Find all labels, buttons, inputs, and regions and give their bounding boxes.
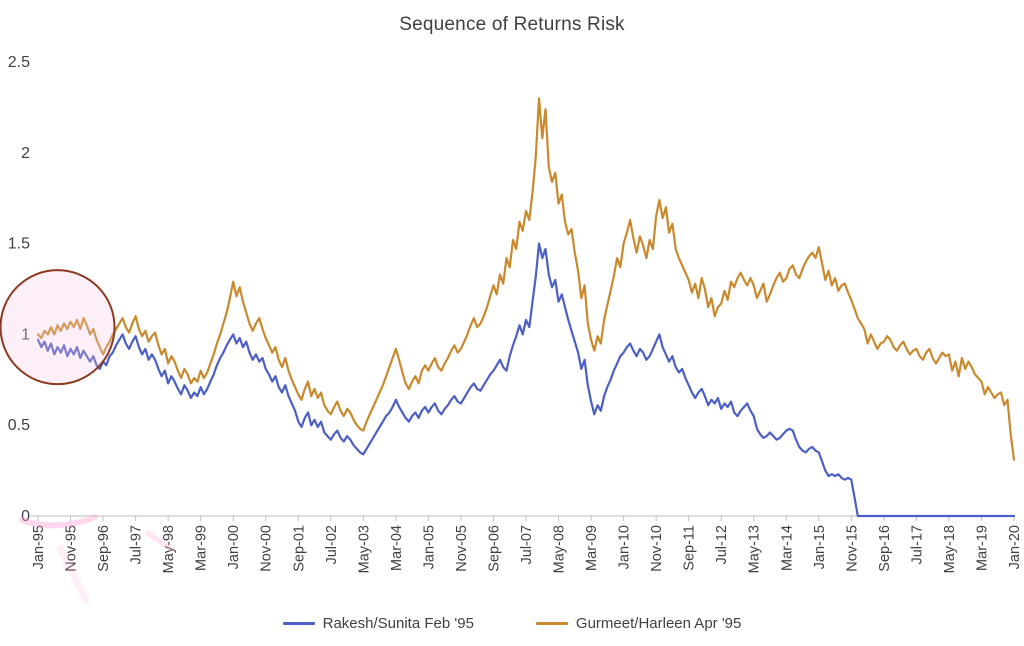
legend-label-gurmeet-harleen: Gurmeet/Harleen Apr '95 — [575, 615, 742, 632]
series-line-0 — [36, 242, 1016, 518]
highlight-circle-annotation — [0, 269, 116, 386]
pink-scribble-0 — [19, 514, 98, 529]
x-axis-label: Jul-17 — [909, 525, 925, 565]
x-axis-label: Jul-07 — [519, 525, 535, 565]
x-axis-label: Sep-96 — [96, 525, 112, 572]
x-axis-label: May-03 — [356, 525, 372, 573]
x-axis-label: Jan-20 — [1007, 525, 1023, 569]
x-axis-label: Nov-15 — [844, 525, 860, 572]
x-axis-label: Sep-01 — [291, 525, 307, 572]
x-axis-label: Mar-19 — [974, 525, 990, 571]
x-axis-label: Jul-02 — [324, 525, 340, 565]
x-axis-label: Jul-97 — [129, 525, 145, 565]
x-axis-label: Jul-12 — [714, 525, 730, 565]
blue-line-swatch-icon — [282, 622, 315, 625]
legend: Rakesh/Sunita Feb '95 Gurmeet/Harleen Ap… — [0, 615, 1024, 632]
y-axis-label: 0.5 — [8, 417, 30, 434]
x-axis-label: Jan-15 — [812, 525, 828, 569]
y-axis-label: 0 — [21, 508, 30, 525]
pink-scribble-1 — [145, 530, 174, 552]
chart-svg: Jan-95 Nov-95 Sep-96 Jul-97 May-98 Mar-99 Jan-… — [0, 54, 1023, 604]
gold-line-swatch-icon — [535, 622, 568, 625]
y-axis-label: 2 — [21, 145, 30, 162]
x-axis-label: Mar-14 — [779, 525, 795, 571]
x-axis-label: Mar-99 — [194, 525, 210, 571]
pink-scribble-2 — [56, 544, 90, 604]
x-axis-label: May-18 — [942, 525, 958, 573]
x-axis-label: Jan-10 — [617, 525, 633, 569]
x-axis-label: May-13 — [747, 525, 763, 573]
legend-item-rakesh-sunita[interactable]: Rakesh/Sunita Feb '95 — [282, 615, 474, 632]
legend-label-rakesh-sunita: Rakesh/Sunita Feb '95 — [322, 615, 474, 632]
x-axis-label: Jan-95 — [31, 525, 47, 569]
x-axis-label: May-08 — [552, 525, 568, 573]
x-axis-label: Jan-05 — [421, 525, 437, 569]
y-axis-label: 1.5 — [8, 236, 30, 253]
x-axis-label: Sep-16 — [877, 525, 893, 572]
x-axis-label: Mar-04 — [389, 525, 405, 571]
x-axis-label: Nov-05 — [454, 525, 470, 572]
x-axis-label: Jan-00 — [226, 525, 242, 569]
y-axis-label: 1 — [21, 326, 30, 343]
x-axis-label: Nov-10 — [649, 525, 665, 572]
x-axis-label: May-98 — [161, 525, 177, 573]
chart-title: Sequence of Returns Risk — [399, 14, 625, 35]
y-axis-label: 2.5 — [8, 54, 30, 71]
x-axis-label: Nov-00 — [259, 525, 275, 572]
legend-item-gurmeet-harleen[interactable]: Gurmeet/Harleen Apr '95 — [535, 615, 742, 632]
x-axis-label: Nov-95 — [64, 525, 80, 572]
x-axis-label: Sep-11 — [682, 525, 698, 571]
x-axis-label: Mar-09 — [584, 525, 600, 571]
x-axis-label: Sep-06 — [486, 525, 502, 572]
series-line-1 — [36, 97, 1016, 461]
